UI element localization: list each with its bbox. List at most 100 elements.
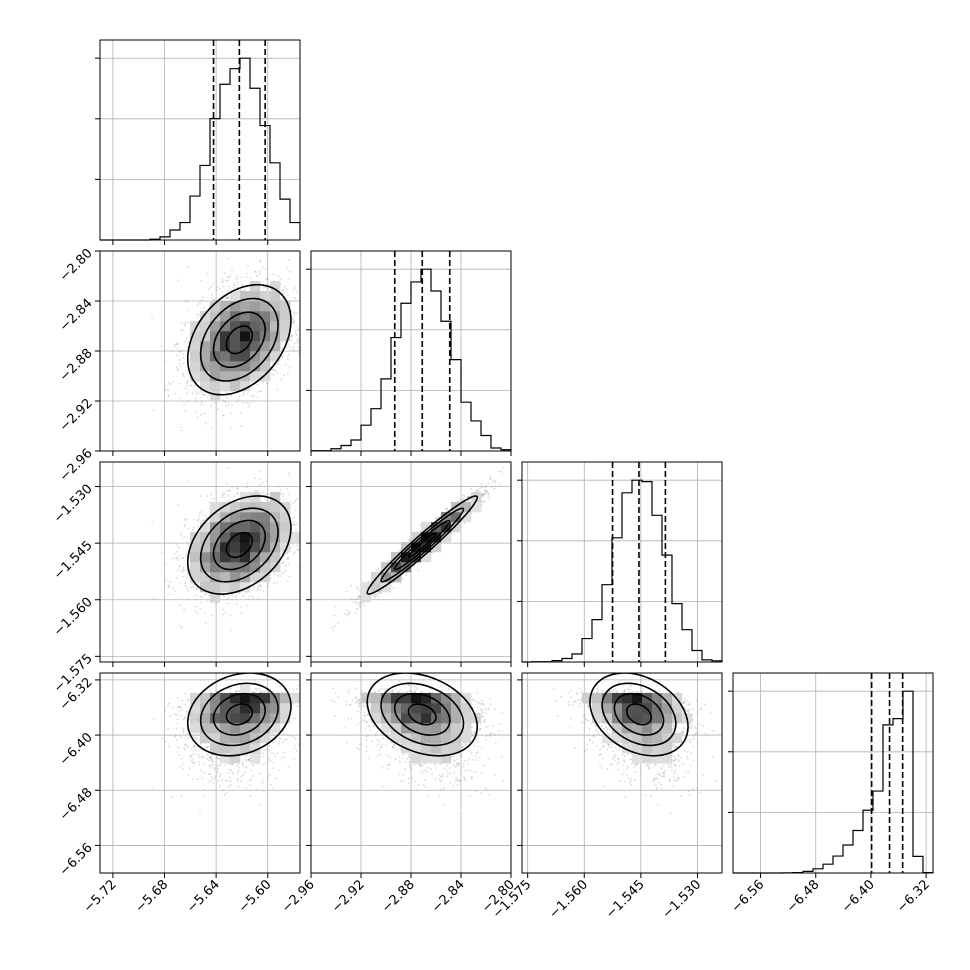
sample-point — [222, 609, 225, 611]
sample-point — [259, 390, 262, 393]
sample-point — [186, 389, 189, 392]
sample-point — [302, 293, 304, 295]
sample-point — [265, 268, 267, 270]
sample-point — [196, 525, 199, 528]
sample-point — [293, 342, 296, 345]
density-cell — [200, 371, 211, 382]
sample-point — [225, 295, 227, 298]
sample-point — [294, 529, 297, 532]
sample-point — [202, 404, 205, 406]
sample-point — [202, 513, 204, 516]
sample-point — [225, 391, 227, 393]
sample-point — [176, 342, 179, 345]
histogram-steps — [522, 479, 723, 663]
density-cell — [210, 301, 221, 312]
sample-point — [282, 289, 285, 292]
sample-point — [236, 277, 239, 280]
density-cell — [230, 341, 241, 352]
sample-point — [184, 324, 186, 326]
sample-point — [178, 565, 181, 567]
density-cell — [260, 291, 271, 302]
sample-point — [200, 279, 202, 282]
sample-point — [293, 321, 295, 324]
sample-point — [167, 593, 170, 596]
sample-point — [267, 585, 270, 588]
sample-point — [206, 396, 209, 398]
sample-point — [223, 400, 226, 402]
density-cell — [250, 341, 261, 352]
sample-point — [212, 497, 214, 500]
sample-point — [225, 401, 228, 404]
sample-point — [192, 529, 194, 531]
sample-point — [260, 390, 262, 393]
sample-point — [215, 401, 217, 403]
density-cell — [250, 281, 261, 292]
sample-point — [186, 590, 189, 592]
sample-point — [235, 603, 238, 606]
sample-point — [229, 489, 232, 492]
sample-point — [246, 482, 249, 485]
sample-point — [240, 411, 243, 414]
sample-point — [199, 607, 202, 610]
sample-point — [251, 394, 253, 397]
sample-point — [274, 370, 276, 372]
histogram-panel-2 — [517, 461, 723, 663]
sample-point — [242, 391, 245, 394]
sample-point — [312, 318, 314, 320]
sample-point — [288, 270, 291, 273]
sample-point — [168, 382, 171, 384]
sample-point — [221, 278, 224, 280]
sample-point — [281, 377, 284, 380]
sample-point — [228, 276, 231, 278]
sample-point — [293, 517, 295, 519]
sample-point — [176, 550, 179, 553]
sample-point — [227, 404, 230, 407]
sample-point — [174, 393, 177, 395]
sample-point — [226, 297, 229, 300]
sample-point — [242, 394, 245, 396]
sample-point — [279, 379, 282, 382]
sample-point — [217, 408, 220, 411]
sample-point — [200, 511, 203, 513]
sample-point — [285, 552, 288, 554]
sample-point — [297, 328, 299, 331]
sample-point — [265, 480, 267, 482]
sample-point — [288, 562, 291, 565]
sample-point — [204, 394, 207, 396]
sample-point — [262, 286, 265, 289]
sample-point — [292, 502, 295, 505]
sample-point — [178, 547, 181, 550]
density-cell — [220, 381, 231, 392]
sample-point — [228, 490, 231, 492]
sample-point — [301, 320, 303, 322]
sample-point — [309, 315, 311, 317]
sample-point — [231, 269, 233, 271]
sample-point — [235, 595, 237, 598]
sample-point — [281, 355, 283, 358]
density-cell — [190, 371, 201, 382]
density-cell — [270, 331, 281, 342]
sample-point — [242, 594, 245, 597]
sample-point — [246, 392, 249, 395]
sample-point — [260, 585, 262, 588]
sample-point — [182, 566, 185, 569]
sample-point — [241, 284, 244, 286]
sample-point — [195, 313, 198, 316]
sample-point — [211, 614, 214, 617]
sample-point — [196, 519, 199, 522]
sample-point — [180, 532, 183, 535]
sample-point — [222, 613, 225, 616]
sample-point — [202, 394, 205, 397]
sample-point — [180, 329, 183, 332]
sample-point — [225, 483, 228, 485]
sample-point — [226, 296, 229, 299]
density-cell — [250, 331, 261, 342]
sample-point — [305, 301, 307, 303]
density-cell — [210, 371, 221, 382]
sample-point — [303, 517, 305, 519]
sample-point — [222, 492, 225, 495]
sample-point — [296, 341, 299, 344]
sample-point — [227, 602, 230, 605]
sample-point — [204, 622, 207, 624]
